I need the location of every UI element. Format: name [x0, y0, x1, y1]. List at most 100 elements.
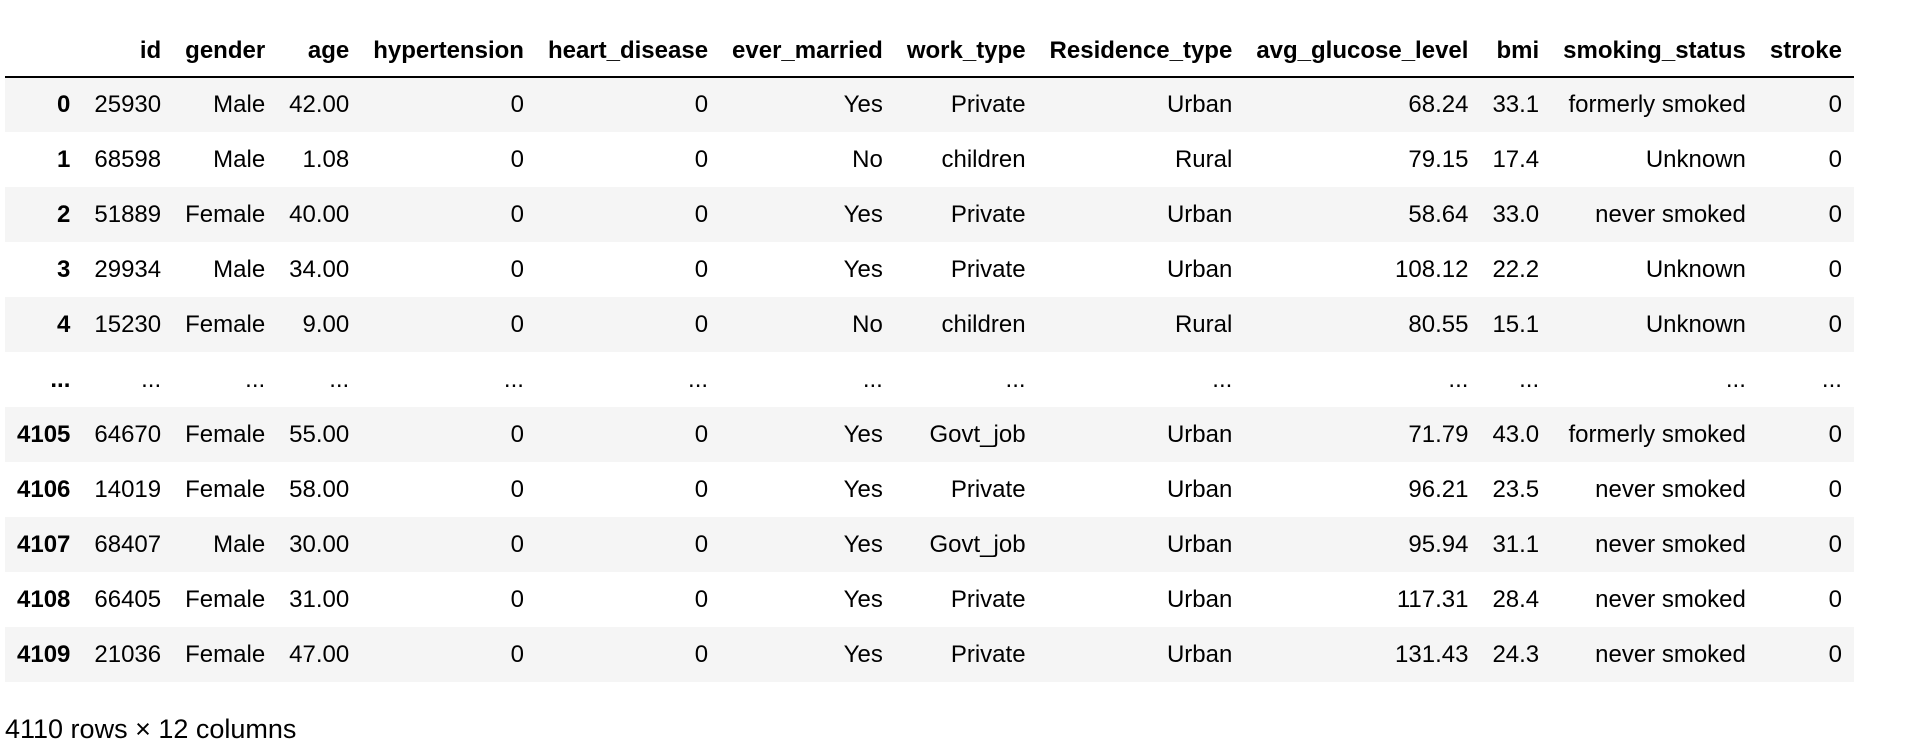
- table-cell: 33.0: [1492, 200, 1540, 228]
- table-cell: Private: [950, 91, 1026, 118]
- table-cell: never smoked: [1595, 530, 1746, 558]
- table-cell: Private: [950, 640, 1026, 668]
- table-cell: 43.0: [1492, 420, 1540, 448]
- table-cell: 0: [1828, 530, 1842, 558]
- table-cell: children: [941, 310, 1026, 338]
- table-cell: 0: [1828, 585, 1842, 613]
- table-cell: ...: [141, 365, 162, 393]
- table-cell: 0: [694, 475, 709, 503]
- table-cell: 68.24: [1408, 91, 1469, 118]
- table-cell: Female: [185, 200, 266, 228]
- table-cell: Yes: [843, 530, 883, 558]
- table-cell: 0: [510, 255, 524, 283]
- table-cell: 117.31: [1396, 585, 1469, 613]
- row-index: 1: [57, 145, 71, 173]
- table-cell: Unknown: [1645, 310, 1746, 338]
- table-cell: 0: [694, 145, 709, 173]
- table-cell: ...: [862, 365, 883, 393]
- table-cell: 42.00: [289, 91, 350, 118]
- table-cell: 0: [1828, 255, 1842, 283]
- table-cell: never smoked: [1595, 585, 1746, 613]
- table-cell: Female: [185, 310, 266, 338]
- column-header-smoking-status: smoking_status: [1551, 25, 1758, 78]
- table-cell: Govt_job: [929, 530, 1026, 558]
- table-cell: 0: [694, 420, 709, 448]
- table-cell: 30.00: [289, 530, 350, 558]
- table-cell: 51889: [94, 200, 162, 228]
- table-row: 4109 21036 Female 47.00 0 0 Yes Private Urban 131…: [5, 627, 1854, 682]
- table-cell: 0: [510, 640, 524, 668]
- table-cell: 31.1: [1492, 530, 1540, 558]
- table-cell: 0: [510, 530, 524, 558]
- table-cell: 9.00: [302, 310, 350, 338]
- table-cell: 15230: [94, 310, 162, 338]
- row-index: 4106: [17, 475, 71, 503]
- table-cell: ...: [503, 365, 524, 393]
- table-cell: ...: [1519, 365, 1540, 393]
- row-index: ...: [50, 365, 71, 393]
- table-cell: never smoked: [1595, 640, 1746, 668]
- table-cell: 0: [510, 200, 524, 228]
- column-header-residence-type: Residence_type: [1037, 25, 1245, 78]
- table-cell: 23.5: [1492, 475, 1540, 503]
- column-header-gender: gender: [173, 25, 278, 78]
- table-cell: 33.1: [1492, 91, 1540, 118]
- dataframe-table: id gender age hypertension heart_disease ever…: [5, 25, 1854, 682]
- table-cell: Female: [185, 640, 266, 668]
- table-cell: Male: [213, 145, 266, 173]
- table-cell: Urban: [1166, 585, 1233, 613]
- table-cell: 0: [694, 585, 709, 613]
- table-cell: 17.4: [1492, 145, 1540, 173]
- table-cell: Rural: [1174, 310, 1233, 338]
- table-cell: 68598: [94, 145, 162, 173]
- table-cell: ...: [245, 365, 266, 393]
- table-cell: 0: [694, 310, 709, 338]
- table-cell: 0: [510, 585, 524, 613]
- table-cell: 0: [510, 310, 524, 338]
- row-index: 4109: [17, 640, 71, 668]
- table-cell: 0: [1828, 145, 1842, 173]
- table-cell: 80.55: [1408, 310, 1469, 338]
- table-cell: never smoked: [1595, 475, 1746, 503]
- table-cell: ...: [1448, 365, 1469, 393]
- table-cell: Private: [950, 200, 1026, 228]
- table-cell: Urban: [1166, 530, 1233, 558]
- table-cell: No: [852, 310, 883, 338]
- table-cell: 14019: [94, 475, 162, 503]
- table-cell: never smoked: [1595, 200, 1746, 228]
- table-cell: 55.00: [289, 420, 350, 448]
- table-cell: Urban: [1166, 420, 1233, 448]
- table-row: 2 51889 Female 40.00 0 0 Yes Private Urban 58.64 3…: [5, 187, 1854, 242]
- table-cell: Urban: [1166, 640, 1233, 668]
- table-cell: 0: [510, 420, 524, 448]
- table-row: 1 68598 Male 1.08 0 0 No children Rural 79.15 17.4…: [5, 132, 1854, 187]
- table-cell: Private: [950, 585, 1026, 613]
- table-cell: Urban: [1166, 255, 1233, 283]
- table-cell: Private: [950, 475, 1026, 503]
- column-header-work-type: work_type: [894, 25, 1038, 78]
- table-cell: Govt_job: [929, 420, 1026, 448]
- table-cell: No: [852, 145, 883, 173]
- table-row: 0 25930 Male 42.00 0 0 Yes Private Urban 68.24 33.…: [5, 77, 1854, 132]
- table-cell: Urban: [1166, 475, 1233, 503]
- column-header-stroke: stroke: [1757, 25, 1854, 78]
- table-cell: 0: [1828, 91, 1842, 118]
- table-cell: 0: [510, 145, 524, 173]
- table-cell: 0: [1828, 420, 1842, 448]
- table-cell: 0: [694, 91, 709, 118]
- table-body: 0 25930 Male 42.00 0 0 Yes Private Urban 68.24 33.…: [5, 77, 1854, 682]
- table-row: 4105 64670 Female 55.00 0 0 Yes Govt_job Urban 71…: [5, 407, 1854, 462]
- table-cell: Yes: [843, 420, 883, 448]
- table-cell: Unknown: [1645, 255, 1746, 283]
- table-header: id gender age hypertension heart_disease ever…: [5, 25, 1854, 78]
- table-cell: 0: [510, 91, 524, 118]
- table-cell: formerly smoked: [1568, 91, 1746, 118]
- table-cell: Yes: [843, 200, 883, 228]
- table-cell: 0: [1828, 640, 1842, 668]
- table-cell: 58.00: [289, 475, 350, 503]
- table-cell: 24.3: [1492, 640, 1540, 668]
- table-cell: ...: [1725, 365, 1746, 393]
- table-cell: Female: [185, 585, 266, 613]
- table-cell: 1.08: [302, 145, 350, 173]
- column-header-heart-disease: heart_disease: [535, 25, 721, 78]
